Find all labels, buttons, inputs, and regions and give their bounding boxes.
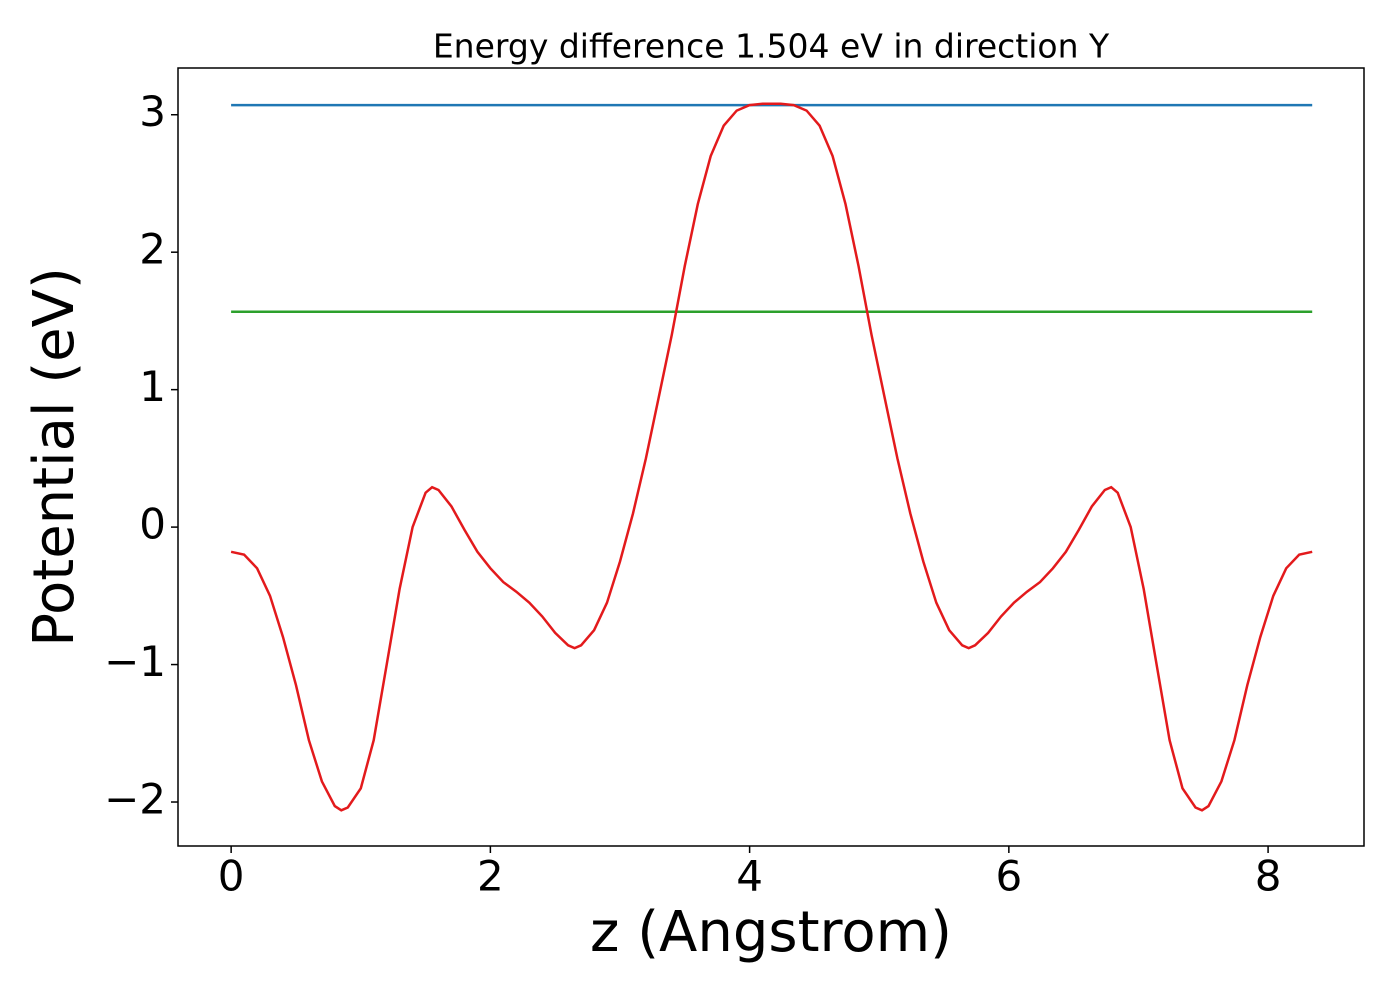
y-tick-label: 0 <box>139 500 166 549</box>
x-tick-label: 8 <box>1255 852 1282 901</box>
y-tick-label: 2 <box>139 225 166 274</box>
plot-frame <box>177 67 1365 847</box>
x-tick-label: 4 <box>736 852 763 901</box>
y-tick-label: 1 <box>139 362 166 411</box>
series-line <box>230 102 1313 812</box>
x-axis-label: z (Angstrom) <box>590 900 952 965</box>
x-tick-label: 2 <box>477 852 504 901</box>
y-tick-label: −2 <box>104 775 166 824</box>
y-axis-label: Potential (eV) <box>22 267 87 647</box>
x-tick-label: 6 <box>995 852 1022 901</box>
x-tick-label: 0 <box>218 852 245 901</box>
y-tick-label: 3 <box>139 87 166 136</box>
chart-title: Energy difference 1.504 eV in direction … <box>433 27 1110 66</box>
y-tick-label: −1 <box>104 637 166 686</box>
